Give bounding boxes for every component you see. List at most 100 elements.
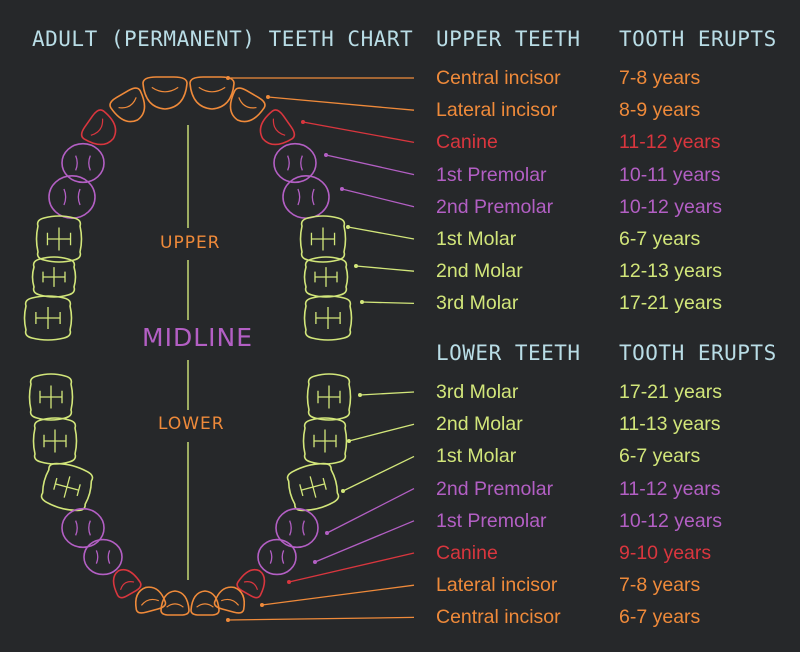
lower-teeth-heading: LOWER TEETH bbox=[436, 341, 581, 365]
upper-arch-label: UPPER bbox=[160, 233, 221, 253]
lower-canine-right bbox=[236, 568, 266, 599]
upper-central-incisor-left bbox=[142, 76, 188, 110]
lower-erupts-heading: TOOTH ERUPTS bbox=[619, 341, 777, 365]
lower-leader-line bbox=[288, 552, 415, 583]
upper-tooth-name: 2nd Premolar bbox=[436, 195, 554, 218]
upper-leader-dot bbox=[360, 300, 364, 304]
upper-leader-line bbox=[355, 265, 415, 272]
upper-leader-line bbox=[325, 154, 415, 176]
upper-leader-dot bbox=[266, 95, 270, 99]
lower-tooth-name: Canine bbox=[436, 542, 498, 564]
lower-second-premolar-left bbox=[61, 507, 105, 549]
upper-second-premolar-left bbox=[48, 175, 96, 219]
lower-arch-label: LOWER bbox=[158, 414, 225, 434]
lower-first-premolar-right bbox=[257, 538, 297, 576]
lower-leader-line bbox=[342, 455, 415, 492]
lower-central-incisor-left bbox=[160, 590, 190, 616]
lower-first-molar-right bbox=[286, 462, 340, 512]
lower-canine-left bbox=[112, 568, 142, 599]
lower-tooth-erupts: 9-10 years bbox=[619, 542, 712, 564]
lower-tooth-erupts: 6-7 years bbox=[619, 445, 701, 468]
lower-leader-dot bbox=[358, 393, 362, 397]
upper-tooth-name: 1st Premolar bbox=[436, 163, 547, 186]
lower-first-premolar-left bbox=[83, 538, 123, 576]
lower-tooth-name: 2nd Molar bbox=[436, 413, 523, 436]
upper-leader-dot bbox=[301, 120, 305, 124]
upper-tooth-name: Lateral incisor bbox=[436, 99, 558, 122]
upper-leader-line bbox=[347, 226, 415, 240]
lower-second-premolar-right bbox=[275, 507, 319, 549]
upper-second-molar-right bbox=[303, 256, 349, 298]
lower-third-molar-left bbox=[28, 373, 74, 421]
upper-lateral-incisor-left bbox=[109, 87, 146, 123]
chart-title: ADULT (PERMANENT) TEETH CHART bbox=[32, 27, 414, 51]
upper-tooth-erupts: 10-11 years bbox=[619, 163, 721, 186]
upper-leader-dot bbox=[324, 153, 328, 157]
lower-leader-line bbox=[261, 584, 415, 606]
lower-tooth-name: Central incisor bbox=[436, 606, 561, 629]
upper-tooth-name: 2nd Molar bbox=[436, 260, 523, 283]
lower-tooth-erupts: 6-7 years bbox=[619, 606, 701, 629]
lower-leader-dot bbox=[260, 603, 264, 607]
upper-tooth-name: Central incisor bbox=[436, 67, 561, 89]
upper-canine-right bbox=[259, 109, 296, 146]
lower-leader-dot bbox=[313, 560, 317, 564]
upper-central-incisor-right bbox=[189, 76, 235, 110]
upper-third-molar-right bbox=[303, 295, 353, 341]
upper-tooth-erupts: 8-9 years bbox=[619, 99, 701, 122]
lower-second-molar-right bbox=[302, 417, 348, 465]
lower-tooth-name: Lateral incisor bbox=[436, 574, 558, 597]
lower-third-molar-right bbox=[306, 373, 352, 421]
upper-tooth-erupts: 6-7 years bbox=[619, 228, 701, 250]
upper-first-molar-right bbox=[299, 215, 347, 263]
upper-tooth-name: 1st Molar bbox=[436, 228, 517, 250]
upper-tooth-name: 3rd Molar bbox=[436, 292, 519, 315]
lower-tooth-name: 1st Molar bbox=[436, 445, 517, 468]
lower-lateral-incisor-right bbox=[213, 586, 246, 614]
lower-leader-dot bbox=[341, 489, 345, 493]
lower-tooth-name: 3rd Molar bbox=[436, 381, 519, 403]
lower-leader-dot bbox=[325, 531, 329, 535]
lower-leader-dot bbox=[226, 618, 230, 622]
upper-tooth-erupts: 11-12 years bbox=[619, 131, 721, 154]
upper-leader-dot bbox=[340, 187, 344, 191]
lower-second-molar-left bbox=[32, 417, 78, 465]
lower-tooth-erupts: 11-13 years bbox=[619, 413, 721, 436]
lower-leader-line bbox=[348, 423, 415, 442]
upper-erupts-heading: TOOTH ERUPTS bbox=[619, 27, 777, 51]
lower-central-incisor-right bbox=[190, 590, 220, 616]
upper-third-molar-left bbox=[23, 295, 73, 341]
lower-leader-line bbox=[326, 488, 415, 534]
lower-tooth-erupts: 7-8 years bbox=[619, 574, 701, 597]
upper-first-molar-left bbox=[35, 215, 83, 263]
midline-arch-label: MIDLINE bbox=[142, 323, 253, 352]
lower-tooth-name: 1st Premolar bbox=[436, 509, 547, 532]
upper-tooth-erupts: 12-13 years bbox=[619, 260, 722, 283]
upper-tooth-erupts: 10-12 years bbox=[619, 195, 722, 218]
upper-second-molar-left bbox=[31, 256, 77, 298]
upper-leader-dot bbox=[354, 264, 358, 268]
upper-leader-line bbox=[341, 188, 415, 208]
upper-leader-line bbox=[302, 121, 415, 144]
upper-second-premolar-right bbox=[282, 175, 330, 219]
upper-first-premolar-right bbox=[273, 142, 317, 184]
lower-leader-dot bbox=[347, 439, 351, 443]
upper-leader-dot bbox=[346, 225, 350, 229]
lower-tooth-erupts: 17-21 years bbox=[619, 381, 722, 403]
upper-first-premolar-left bbox=[61, 142, 105, 184]
upper-tooth-erupts: 7-8 years bbox=[619, 67, 701, 89]
upper-leader-line bbox=[267, 96, 415, 111]
lower-tooth-erupts: 10-12 years bbox=[619, 509, 722, 532]
lower-leader-dot bbox=[287, 580, 291, 584]
lower-leader-line bbox=[227, 616, 415, 621]
upper-tooth-erupts: 17-21 years bbox=[619, 292, 722, 315]
upper-teeth-heading: UPPER TEETH bbox=[436, 27, 581, 51]
lower-leader-line bbox=[359, 391, 415, 396]
upper-leader-line bbox=[361, 301, 415, 305]
lower-first-molar-left bbox=[40, 462, 94, 512]
lower-tooth-name: 2nd Premolar bbox=[436, 477, 554, 500]
upper-tooth-name: Canine bbox=[436, 131, 498, 154]
lower-tooth-erupts: 11-12 years bbox=[619, 477, 721, 500]
